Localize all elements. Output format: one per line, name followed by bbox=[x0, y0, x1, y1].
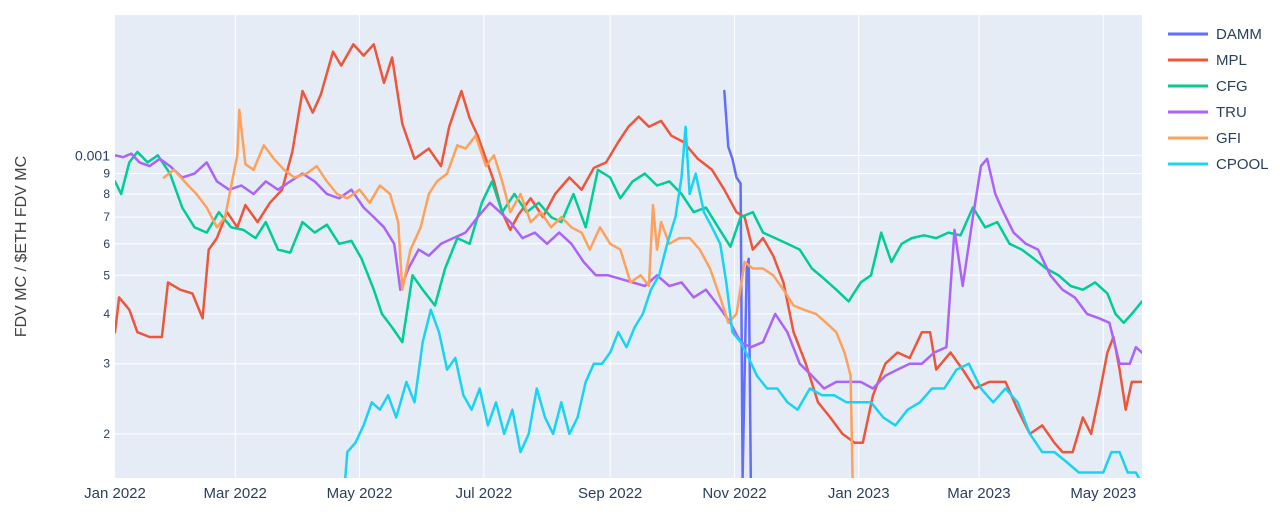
x-tick-label: Jan 2022 bbox=[84, 485, 146, 502]
axes: Jan 2022 Mar 2022 May 2022 Jul 2022 Sep 2022… bbox=[75, 147, 1136, 502]
legend-item-tru[interactable]: TRU bbox=[1168, 104, 1247, 121]
legend-label-cpool: CPOOL bbox=[1216, 156, 1269, 173]
x-tick-label: May 2023 bbox=[1070, 485, 1136, 502]
x-tick-label: May 2022 bbox=[327, 485, 393, 502]
series-cfg bbox=[115, 150, 1142, 344]
series-line-cfg bbox=[115, 150, 1142, 344]
legend: DAMM MPL CFG TRU GFI CPOOL bbox=[1168, 26, 1269, 173]
legend-item-cfg[interactable]: CFG bbox=[1168, 78, 1248, 95]
y-tick-label: 2 bbox=[103, 427, 110, 441]
x-tick-label: Nov 2022 bbox=[702, 485, 766, 502]
legend-item-damm[interactable]: DAMM bbox=[1168, 26, 1262, 43]
series-damm bbox=[723, 89, 753, 478]
legend-item-mpl[interactable]: MPL bbox=[1168, 52, 1247, 69]
series-line-damm bbox=[723, 89, 753, 478]
y-tick-label: 8 bbox=[103, 187, 110, 201]
y-tick-label: 5 bbox=[103, 268, 110, 282]
legend-label-cfg: CFG bbox=[1216, 78, 1248, 95]
legend-label-damm: DAMM bbox=[1216, 26, 1262, 43]
y-axis-label: FDV MC / $ETH FDV MC bbox=[13, 156, 30, 337]
series-mpl bbox=[115, 43, 1142, 454]
series-line-cpool bbox=[344, 125, 1141, 478]
y-tick-label: 0.001 bbox=[75, 147, 110, 163]
legend-item-gfi[interactable]: GFI bbox=[1168, 130, 1241, 147]
series-line-gfi bbox=[162, 108, 854, 478]
x-tick-label: Jul 2022 bbox=[455, 485, 512, 502]
y-tick-label: 7 bbox=[103, 210, 110, 224]
series-line-mpl bbox=[115, 43, 1142, 454]
x-tick-label: Jan 2023 bbox=[828, 485, 890, 502]
series-gfi bbox=[162, 108, 854, 478]
legend-label-mpl: MPL bbox=[1216, 52, 1247, 69]
x-tick-label: Mar 2023 bbox=[947, 485, 1010, 502]
series-lines bbox=[115, 43, 1142, 478]
y-tick-label: 3 bbox=[103, 357, 110, 371]
y-tick-label: 4 bbox=[103, 307, 110, 321]
series-cpool bbox=[344, 125, 1141, 478]
x-tick-label: Mar 2022 bbox=[204, 485, 267, 502]
legend-label-gfi: GFI bbox=[1216, 130, 1241, 147]
plot-area bbox=[115, 15, 1142, 478]
x-tick-label: Sep 2022 bbox=[578, 485, 642, 502]
y-tick-label: 9 bbox=[103, 167, 110, 181]
legend-label-tru: TRU bbox=[1216, 104, 1247, 121]
legend-item-cpool[interactable]: CPOOL bbox=[1168, 156, 1269, 173]
y-tick-label: 6 bbox=[103, 237, 110, 251]
